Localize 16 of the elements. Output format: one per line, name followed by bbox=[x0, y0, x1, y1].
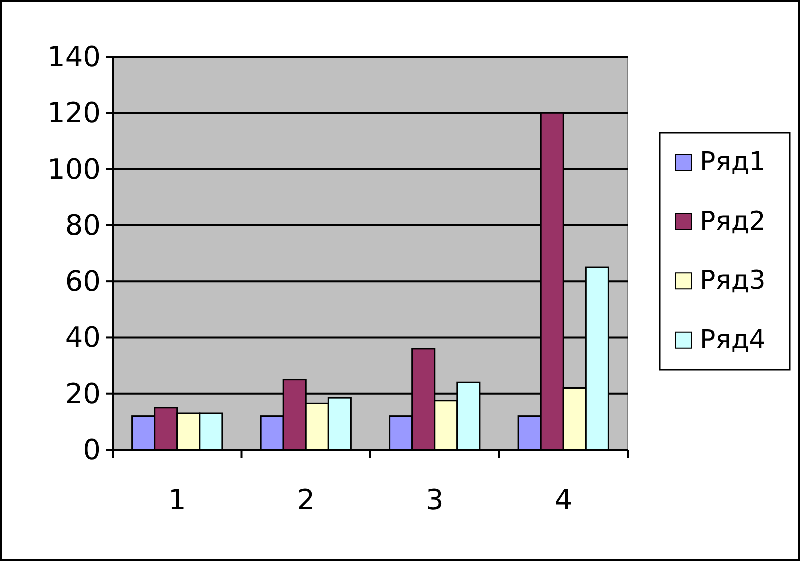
legend-label: Ряд2 bbox=[700, 206, 766, 237]
y-tick-label: 20 bbox=[65, 377, 101, 410]
legend-label: Ряд1 bbox=[700, 148, 766, 178]
x-tick-label: 2 bbox=[297, 484, 316, 516]
legend-label: Ряд3 bbox=[700, 266, 766, 296]
y-tick-label: 60 bbox=[65, 265, 101, 298]
x-tick-label: 3 bbox=[426, 484, 444, 516]
y-tick-label: 40 bbox=[65, 321, 101, 354]
x-tick-label: 1 bbox=[168, 484, 186, 516]
y-tick-label: 100 bbox=[48, 152, 101, 186]
legend-label: Ряд4 bbox=[700, 325, 766, 356]
y-tick-label: 0 bbox=[83, 434, 101, 466]
x-tick-label: 4 bbox=[554, 484, 573, 516]
y-tick-label: 80 bbox=[65, 208, 101, 242]
y-tick-label: 140 bbox=[48, 40, 101, 74]
y-tick-label: 120 bbox=[48, 96, 101, 130]
